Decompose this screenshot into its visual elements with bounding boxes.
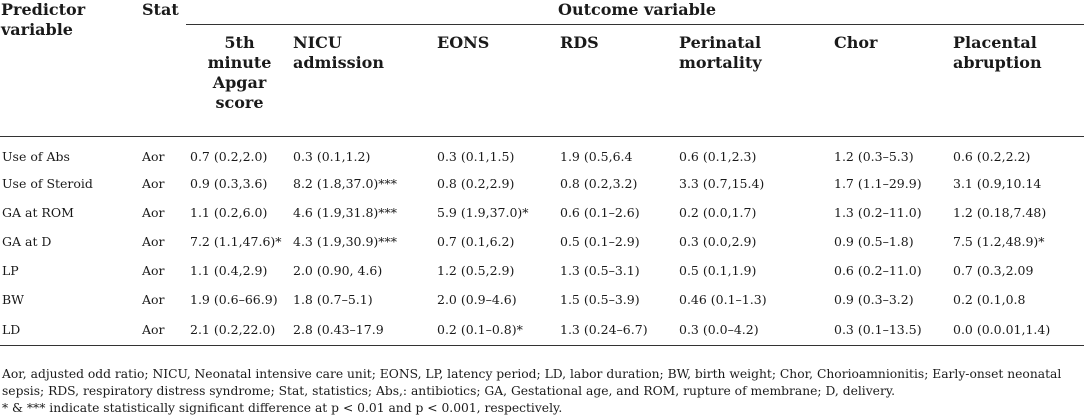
value-cell: 2.0 (0.9–4.6) bbox=[437, 291, 517, 307]
header-perinatal-mortality: Perinatal mortality bbox=[675, 24, 830, 137]
header-eons: EONS bbox=[433, 24, 556, 137]
footnote-abbreviations: Aor, adjusted odd ratio; NICU, Neonatal … bbox=[2, 367, 1062, 398]
value-cell: 1.3 (0.24–6.7) bbox=[556, 314, 675, 346]
stat-cell: Aor bbox=[142, 233, 165, 249]
value-cell: 1.2 (0.3–5.3) bbox=[834, 149, 914, 164]
value-cell: 0.9 (0.5–1.8) bbox=[834, 233, 914, 249]
value-cell: 0.6 (0.2,2.2) bbox=[953, 149, 1031, 164]
predictor-cell: LP bbox=[2, 262, 19, 278]
value-cell: 0.3 (0.1,1.2) bbox=[293, 149, 371, 164]
value-cell: 1.3 (0.2–11.0) bbox=[834, 204, 922, 220]
value-cell: 2.8 (0.43–17.9 bbox=[289, 314, 433, 346]
value-cell: 1.3 (0.5–3.1) bbox=[560, 262, 640, 278]
results-table: Predictor variable Stat Outcome variable… bbox=[0, 0, 1084, 346]
value-cell: 0.7 (0.2,2.0) bbox=[190, 149, 268, 164]
value-cell: 3.1 (0.9,10.14 bbox=[953, 175, 1042, 191]
value-cell: 0.9 (0.3,3.6) bbox=[190, 175, 268, 191]
value-cell: 7.5 (1.2,48.9)* bbox=[953, 233, 1045, 249]
header-rds: RDS bbox=[556, 24, 675, 137]
predictor-cell: GA at D bbox=[2, 233, 52, 249]
footnote-significance: * & *** indicate statistically significa… bbox=[2, 401, 563, 415]
header-outcome-variable: Outcome variable bbox=[186, 0, 1084, 25]
stat-cell: Aor bbox=[142, 291, 165, 307]
table-row: GA at D Aor 7.2 (1.1,47.6)* 4.3 (1.9,30.9)*… bbox=[0, 227, 1084, 256]
table-row: LD Aor 2.1 (0.2,22.0) 2.8 (0.43–17.9 0.2 (0.… bbox=[0, 314, 1084, 346]
header-stat: Stat bbox=[138, 0, 186, 137]
value-cell: 0.5 (0.1,1.9) bbox=[679, 262, 757, 278]
value-cell: 0.6 (0.1,2.3) bbox=[679, 149, 757, 164]
value-cell: 2.1 (0.2,22.0) bbox=[186, 314, 289, 346]
value-cell: 4.3 (1.9,30.9)*** bbox=[293, 233, 398, 249]
value-cell: 0.2 (0.0,1.7) bbox=[679, 204, 757, 220]
stat-cell: Aor bbox=[142, 149, 165, 164]
value-cell: 0.3 (0.1–13.5) bbox=[830, 314, 949, 346]
header-apgar: 5th minute Apgar score bbox=[186, 24, 289, 137]
value-cell: 2.0 (0.90, 4.6) bbox=[293, 262, 383, 278]
value-cell: 0.0 (0.0.01,1.4) bbox=[949, 314, 1084, 346]
predictor-cell: GA at ROM bbox=[2, 204, 74, 220]
table-row: BW Aor 1.9 (0.6–66.9) 1.8 (0.7–5.1) 2.0 (0.9… bbox=[0, 285, 1084, 314]
value-cell: 1.9 (0.6–66.9) bbox=[190, 291, 278, 307]
value-cell: 0.3 (0.0,2.9) bbox=[679, 233, 757, 249]
header-chor: Chor bbox=[830, 24, 949, 137]
value-cell: 0.2 (0.1,0.8 bbox=[953, 291, 1026, 307]
value-cell: 5.9 (1.9,37.0)* bbox=[437, 204, 529, 220]
value-cell: 0.6 (0.2–11.0) bbox=[834, 262, 922, 278]
value-cell: 1.7 (1.1–29.9) bbox=[834, 175, 922, 191]
value-cell: 0.3 (0.0–4.2) bbox=[675, 314, 830, 346]
value-cell: 7.2 (1.1,47.6)* bbox=[190, 233, 282, 249]
value-cell: 0.46 (0.1–1.3) bbox=[679, 291, 767, 307]
predictor-cell: Use of Steroid bbox=[2, 175, 93, 191]
value-cell: 1.5 (0.5–3.9) bbox=[560, 291, 640, 307]
table-footnotes: Aor, adjusted odd ratio; NICU, Neonatal … bbox=[2, 366, 1082, 417]
value-cell: 0.7 (0.3,2.09 bbox=[953, 262, 1034, 278]
table-row: GA at ROM Aor 1.1 (0.2,6.0) 4.6 (1.9,31.8)*… bbox=[0, 198, 1084, 227]
header-predictor-variable: Predictor variable bbox=[0, 0, 138, 137]
stat-cell: Aor bbox=[138, 314, 186, 346]
stat-cell: Aor bbox=[142, 204, 165, 220]
value-cell: 1.8 (0.7–5.1) bbox=[293, 291, 373, 307]
stat-cell: Aor bbox=[142, 175, 165, 191]
value-cell: 0.3 (0.1,1.5) bbox=[437, 149, 515, 164]
header-placental-abruption: Placental abruption bbox=[949, 24, 1084, 137]
value-cell: 3.3 (0.7,15.4) bbox=[679, 175, 765, 191]
value-cell: 0.7 (0.1,6.2) bbox=[437, 233, 515, 249]
table-row: Use of Abs Aor 0.7 (0.2,2.0) 0.3 (0.1,1.2) 0… bbox=[0, 137, 1084, 170]
value-cell: 0.5 (0.1–2.9) bbox=[560, 233, 640, 249]
predictor-cell: Use of Abs bbox=[2, 149, 70, 164]
predictor-cell: LD bbox=[0, 314, 138, 346]
value-cell: 1.2 (0.5,2.9) bbox=[437, 262, 515, 278]
value-cell: 0.8 (0.2,3.2) bbox=[560, 175, 638, 191]
value-cell: 1.2 (0.18,7.48) bbox=[953, 204, 1047, 220]
value-cell: 4.6 (1.9,31.8)*** bbox=[293, 204, 398, 220]
predictor-cell: BW bbox=[2, 291, 25, 307]
value-cell: 0.2 (0.1–0.8)* bbox=[433, 314, 556, 346]
value-cell: 0.9 (0.3–3.2) bbox=[834, 291, 914, 307]
table-row: Use of Steroid Aor 0.9 (0.3,3.6) 8.2 (1.8,3… bbox=[0, 169, 1084, 198]
value-cell: 8.2 (1.8,37.0)*** bbox=[293, 175, 398, 191]
stat-cell: Aor bbox=[142, 262, 165, 278]
value-cell: 0.6 (0.1–2.6) bbox=[560, 204, 640, 220]
value-cell: 1.9 (0.5,6.4 bbox=[560, 149, 633, 164]
value-cell: 1.1 (0.2,6.0) bbox=[190, 204, 268, 220]
table-row: LP Aor 1.1 (0.4,2.9) 2.0 (0.90, 4.6) 1.2 (0.… bbox=[0, 256, 1084, 285]
value-cell: 1.1 (0.4,2.9) bbox=[190, 262, 268, 278]
value-cell: 0.8 (0.2,2.9) bbox=[437, 175, 515, 191]
header-nicu-admission: NICU admission bbox=[289, 24, 433, 137]
